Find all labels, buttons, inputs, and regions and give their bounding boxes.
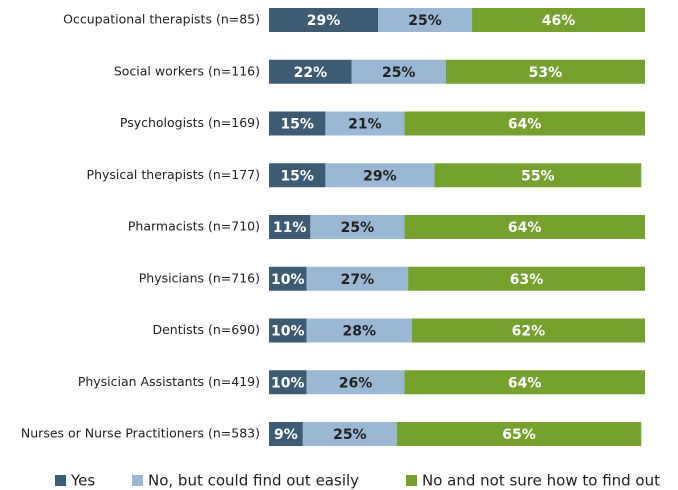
value-label: 10% [271,324,305,340]
legend-swatch [132,475,143,486]
value-label: 46% [542,13,576,29]
bar-segment [408,266,645,291]
bar-segment [404,215,645,239]
value-label: 65% [502,427,536,443]
bar-segment [310,215,405,239]
value-label: 27% [341,272,375,288]
bar-segment [269,370,307,395]
value-label: 11% [273,220,307,236]
value-label: 64% [508,220,542,236]
category-label: Psychologists (n=169) [120,115,260,130]
bar-segment [269,422,303,446]
category-label: Occupational therapists (n=85) [63,12,260,27]
value-label: 64% [508,375,542,391]
category-label: Dentists (n=690) [152,322,260,337]
bar-segment [306,318,412,343]
value-label: 53% [529,65,563,81]
bar-segment [302,422,397,446]
bar-segment [396,422,642,446]
value-label: 25% [382,65,416,81]
legend-label: Yes [70,472,95,490]
category-label: Social workers (n=116) [114,63,260,78]
category-label: Physician Assistants (n=419) [78,374,260,389]
value-label: 63% [510,272,544,288]
value-label: 9% [274,427,298,443]
category-label: Pharmacists (n=710) [128,219,260,234]
value-label: 25% [408,13,442,29]
bar-segment [445,59,645,84]
category-label: Physicians (n=716) [139,270,260,285]
bar-segment [404,370,645,395]
category-label: Physical therapists (n=177) [87,167,260,182]
value-label: 10% [271,272,305,288]
value-label: 26% [339,375,373,391]
bar-segment [351,59,446,84]
value-label: 25% [341,220,375,236]
bar-segment [269,163,326,188]
bar-segment [378,8,473,32]
legend-label: No and not sure how to find out [422,472,660,490]
bar-segment [269,59,352,84]
value-label: 15% [280,168,314,184]
bar-segment [269,318,307,343]
bar-segment [306,266,409,291]
category-label: Nurses or Nurse Practitioners (n=583) [21,426,260,441]
bar-segment [269,8,379,32]
bar-segment [325,111,405,136]
value-label: 28% [342,324,376,340]
bar-segment [472,8,645,32]
legend-swatch [406,475,417,486]
value-label: 10% [271,375,305,391]
bar-segment [269,266,307,291]
value-label: 64% [508,117,542,133]
bar-segment [269,215,311,239]
bar-segment [269,111,326,136]
value-label: 25% [333,427,367,443]
bar-segment [411,318,645,343]
legend-swatch [55,475,66,486]
bar-segment [404,111,645,136]
value-label: 29% [307,13,341,29]
value-label: 15% [280,117,314,133]
value-label: 22% [294,65,328,81]
bar-segment [325,163,435,188]
value-label: 21% [348,117,382,133]
legend-label: No, but could find out easily [148,472,359,490]
value-label: 29% [363,168,397,184]
bar-segment [306,370,405,395]
value-label: 55% [521,168,555,184]
value-label: 62% [512,324,546,340]
bar-segment [434,163,642,188]
